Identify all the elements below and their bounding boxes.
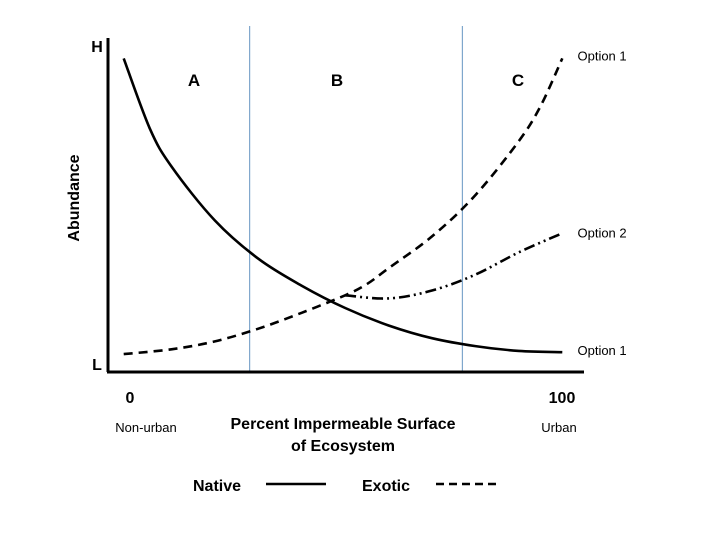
y-axis-label: Abundance (66, 154, 83, 241)
x-axis-label-line-1: Percent Impermeable Surface (231, 416, 456, 433)
x-axis-label-line-2: of Ecosystem (291, 438, 395, 455)
series-line-option-2 (345, 232, 563, 300)
axes (106, 38, 584, 374)
legend-label-native: Native (193, 478, 241, 495)
zone-boundaries (249, 26, 464, 372)
zone-label-a: A (188, 71, 200, 90)
series-line-native (122, 57, 563, 354)
series-lines (122, 57, 564, 356)
x-tick-label-0: 0 (126, 390, 135, 407)
series-end-label-2: Option 2 (577, 226, 626, 241)
series-line-exotic (123, 57, 564, 356)
y-tick-label-low: L (92, 357, 102, 374)
series-end-label-3: Option 1 (577, 343, 626, 358)
x-tick-sublabel-non-urban: Non-urban (115, 420, 176, 435)
legend-label-exotic: Exotic (362, 478, 410, 495)
y-tick-label-high: H (91, 39, 103, 56)
zone-label-b: B (331, 71, 343, 90)
x-tick-sublabel-urban: Urban (541, 420, 576, 435)
series-end-labels: Option 1 Option 2 Option 1 (577, 48, 626, 358)
series-end-label-1: Option 1 (577, 48, 626, 63)
x-tick-label-100: 100 (549, 390, 576, 407)
zone-label-c: C (512, 71, 524, 90)
